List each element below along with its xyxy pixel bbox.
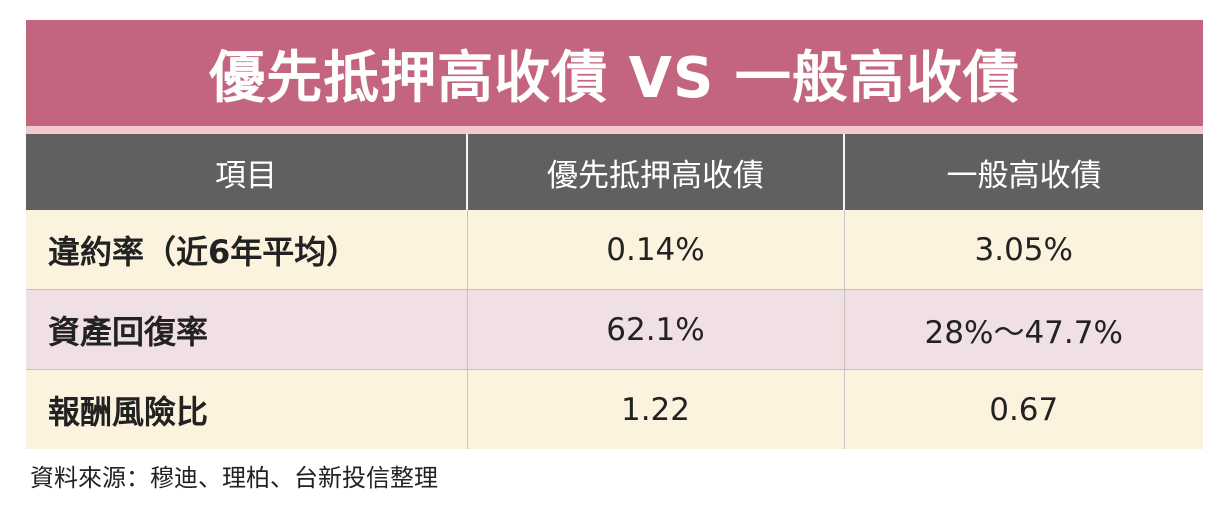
- row-label: 報酬風險比: [26, 369, 468, 449]
- cell-value: 1.22: [467, 369, 845, 449]
- cell-value: 62.1%: [467, 289, 845, 370]
- cell-value: 3.05%: [844, 210, 1203, 290]
- cell-value: 0.14%: [467, 210, 845, 290]
- table-row: 資產回復率 62.1% 28%～47.7%: [26, 289, 1203, 370]
- page-title: 優先抵押高收債 VS 一般高收債: [209, 45, 1020, 111]
- table-header-row: 項目 優先抵押高收債 一般高收債: [26, 134, 1203, 210]
- header-senior-secured: 優先抵押高收債: [467, 134, 845, 210]
- cell-value: 0.67: [844, 369, 1203, 449]
- table-row: 違約率（近6年平均） 0.14% 3.05%: [26, 210, 1203, 290]
- table-row: 報酬風險比 1.22 0.67: [26, 369, 1203, 449]
- row-label: 違約率（近6年平均）: [26, 210, 468, 290]
- comparison-table: 項目 優先抵押高收債 一般高收債 違約率（近6年平均） 0.14% 3.05% …: [26, 134, 1203, 449]
- comparison-card: 優先抵押高收債 VS 一般高收債 項目 優先抵押高收債 一般高收債 違約率（近6…: [26, 20, 1203, 449]
- row-label: 資產回復率: [26, 289, 468, 370]
- header-item: 項目: [26, 134, 468, 210]
- cell-value: 28%～47.7%: [844, 289, 1203, 370]
- source-note: 資料來源：穆迪、理柏、台新投信整理: [30, 464, 438, 492]
- header-general-high-yield: 一般高收債: [844, 134, 1203, 210]
- title-divider: [26, 126, 1203, 134]
- title-bar: 優先抵押高收債 VS 一般高收債: [26, 20, 1203, 126]
